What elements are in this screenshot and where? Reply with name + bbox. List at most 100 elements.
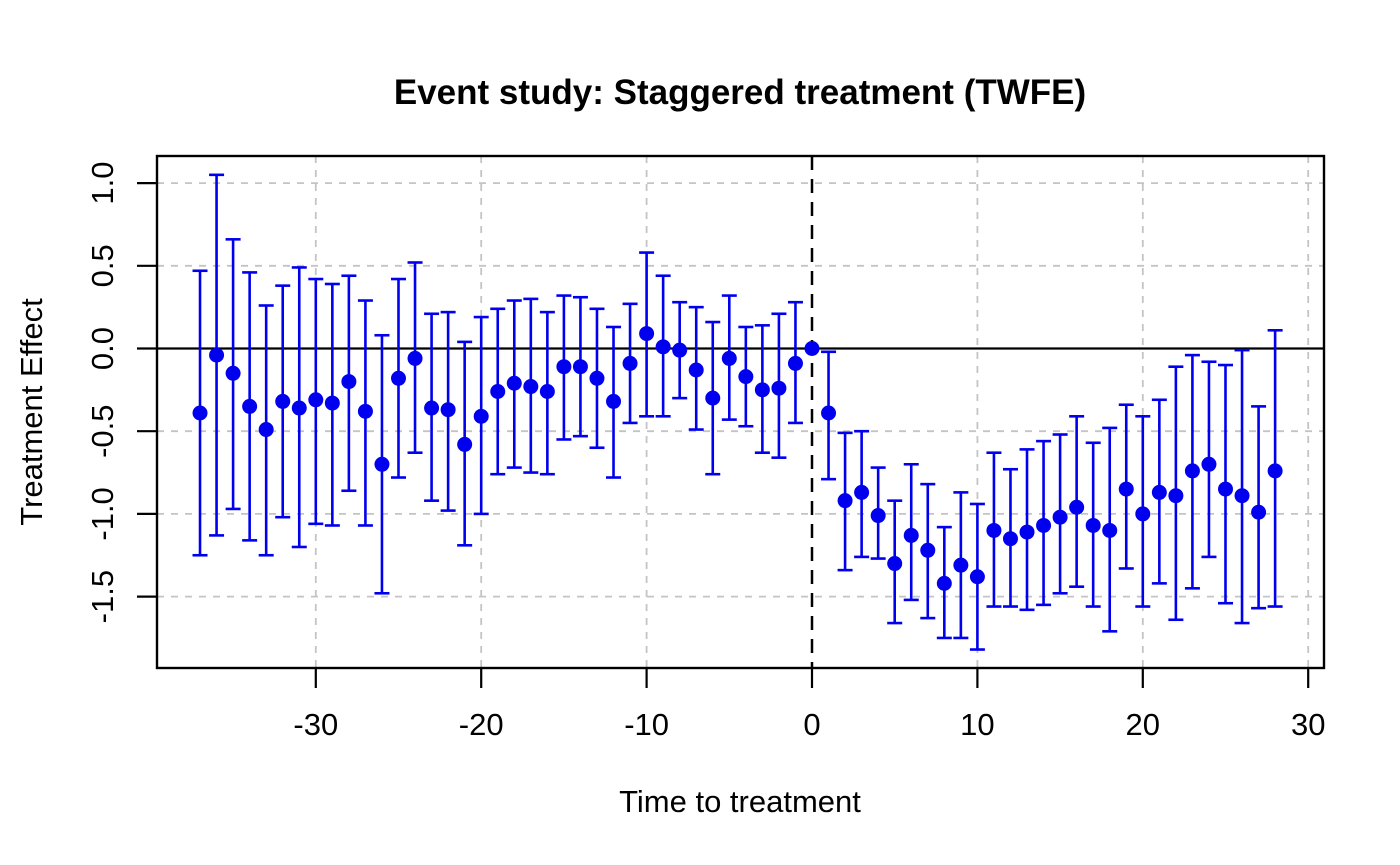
- chart-title: Event study: Staggered treatment (TWFE): [394, 73, 1086, 112]
- error-bar: [523, 297, 539, 474]
- error-bar: [936, 525, 952, 640]
- data-point: [705, 390, 721, 406]
- data-point: [209, 347, 225, 363]
- error-bar: [754, 324, 770, 455]
- error-bar: [1069, 415, 1085, 588]
- data-point: [721, 350, 737, 366]
- error-bar: [1151, 398, 1167, 585]
- data-point: [1251, 504, 1267, 520]
- error-bar: [986, 451, 1002, 608]
- error-bar: [291, 266, 307, 549]
- data-point: [1184, 463, 1200, 479]
- error-bar: [242, 271, 258, 542]
- error-bar: [738, 325, 754, 428]
- data-point: [407, 350, 423, 366]
- error-bar: [424, 312, 440, 502]
- data-point: [1052, 509, 1068, 525]
- data-point: [473, 408, 489, 424]
- data-point: [903, 527, 919, 543]
- error-bar: [589, 307, 605, 450]
- error-bar: [606, 325, 622, 479]
- data-point: [1151, 484, 1167, 500]
- error-bar: [374, 333, 390, 595]
- error-bar: [920, 482, 936, 620]
- error-bar: [1102, 426, 1118, 633]
- error-bar: [1267, 329, 1283, 608]
- data-point: [1102, 522, 1118, 538]
- data-point: [572, 359, 588, 375]
- data-point: [490, 384, 506, 400]
- error-bar: [225, 238, 241, 511]
- data-point: [457, 436, 473, 452]
- data-point: [969, 569, 985, 585]
- data-point: [804, 341, 820, 356]
- data-point: [539, 384, 555, 400]
- x-axis-label: Time to treatment: [619, 784, 861, 819]
- data-point: [655, 339, 671, 355]
- y-tick-label: 1.0: [85, 162, 120, 205]
- error-bar: [837, 431, 853, 572]
- data-point: [738, 369, 754, 385]
- data-point: [870, 508, 886, 524]
- error-bar: [341, 274, 357, 493]
- data-point: [1002, 531, 1018, 547]
- x-tick-label: 10: [960, 707, 994, 742]
- error-bar: [572, 295, 588, 438]
- data-point: [1019, 524, 1035, 540]
- data-point: [506, 375, 522, 391]
- error-bar: [357, 299, 373, 527]
- error-bar: [391, 277, 406, 479]
- plot-border: [155, 154, 1326, 670]
- data-point: [920, 542, 936, 558]
- error-bar: [1168, 365, 1184, 622]
- data-point: [986, 522, 1002, 538]
- error-bar: [771, 312, 787, 459]
- data-point: [672, 342, 688, 358]
- data-point: [1234, 488, 1250, 504]
- data-point: [275, 393, 291, 409]
- data-point: [424, 400, 440, 416]
- data-point: [242, 398, 258, 414]
- data-point: [622, 355, 638, 371]
- error-bar: [440, 310, 456, 512]
- error-bar: [688, 305, 704, 431]
- data-point: [523, 379, 539, 395]
- x-tick-label: -20: [459, 707, 504, 742]
- error-bar: [969, 502, 985, 651]
- error-bar: [672, 300, 688, 400]
- error-bar: [457, 340, 473, 547]
- data-point: [639, 326, 655, 342]
- data-point: [936, 575, 952, 591]
- data-point: [357, 403, 373, 419]
- error-bar: [953, 491, 969, 640]
- error-bar: [1019, 448, 1035, 612]
- data-point: [1168, 488, 1184, 504]
- data-point: [258, 422, 274, 438]
- error-bar: [275, 284, 291, 519]
- data-point: [1267, 463, 1283, 479]
- error-bar: [209, 173, 225, 537]
- x-tick-label: 20: [1126, 707, 1160, 742]
- y-tick-label: -1.0: [85, 487, 120, 540]
- error-bar: [705, 320, 721, 476]
- error-bar: [407, 261, 423, 455]
- error-bar: [804, 341, 820, 356]
- data-point: [374, 456, 390, 472]
- error-bar: [1135, 415, 1151, 608]
- data-point: [440, 402, 456, 418]
- error-bar: [324, 282, 340, 527]
- data-point: [308, 392, 324, 408]
- x-tick-label: 30: [1291, 707, 1325, 742]
- x-tick-label: -10: [624, 707, 669, 742]
- error-bar: [308, 277, 324, 526]
- y-tick-label: 0.0: [85, 327, 120, 370]
- error-bar: [655, 274, 671, 418]
- error-bar: [1118, 403, 1134, 570]
- error-bar: [473, 315, 489, 516]
- data-point: [953, 557, 969, 573]
- error-bar: [1036, 439, 1052, 607]
- error-bar: [258, 304, 274, 557]
- data-point: [1135, 506, 1151, 522]
- error-bar: [1251, 405, 1267, 610]
- error-bar: [1218, 363, 1233, 605]
